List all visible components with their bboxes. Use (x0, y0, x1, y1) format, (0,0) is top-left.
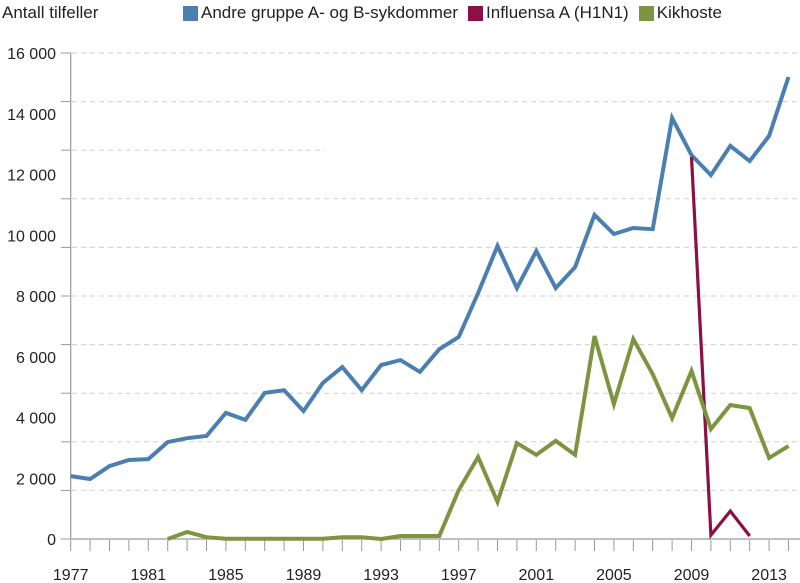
legend-swatch-2 (638, 5, 654, 21)
legend-item: Andre gruppe A- og B-sykdommer (183, 3, 458, 23)
y-tick-label: 0 (47, 532, 56, 549)
y-tick-label: 12 000 (7, 168, 56, 185)
x-tick-label: 1989 (286, 567, 322, 583)
x-tick-label: 2005 (596, 567, 632, 583)
legend-swatch-1 (468, 5, 484, 21)
y-tick-label: 8 000 (16, 289, 56, 306)
y-tick-label: 10 000 (7, 228, 56, 245)
legend-label: Influensa A (H1N1) (486, 3, 629, 22)
legend-swatch-0 (183, 5, 198, 21)
y-tick-label: 2 000 (16, 471, 56, 488)
legend: Andre gruppe A- og B-sykdommer Influensa… (183, 3, 722, 23)
y-axis-title: Antall tilfeller (2, 3, 99, 22)
x-tick-label: 1977 (53, 567, 89, 583)
x-tick-label: 1997 (441, 567, 477, 583)
chart-header: Antall tilfeller Andre gruppe A- og B-sy… (0, 0, 800, 28)
y-tick-label: 16 000 (7, 46, 56, 63)
series-line-0 (70, 76, 791, 482)
x-tick-label: 1981 (131, 567, 167, 583)
y-tick-label: 6 000 (16, 350, 56, 367)
series-line-2 (167, 333, 790, 542)
y-tick-label: 14 000 (7, 107, 56, 124)
legend-item: Kikhoste (638, 3, 722, 23)
x-tick-label: 2001 (519, 567, 555, 583)
x-tick-label: 1993 (363, 567, 399, 583)
series-line-1 (689, 156, 751, 540)
y-tick-label: 4 000 (16, 411, 56, 428)
legend-label: Kikhoste (656, 3, 722, 22)
x-tick-label: 1985 (208, 567, 244, 583)
x-tick-label: 2009 (674, 567, 710, 583)
legend-item: Influensa A (H1N1) (468, 3, 629, 23)
x-tick-label: 2013 (751, 567, 787, 583)
legend-label: Andre gruppe A- og B-sykdommer (201, 3, 459, 22)
